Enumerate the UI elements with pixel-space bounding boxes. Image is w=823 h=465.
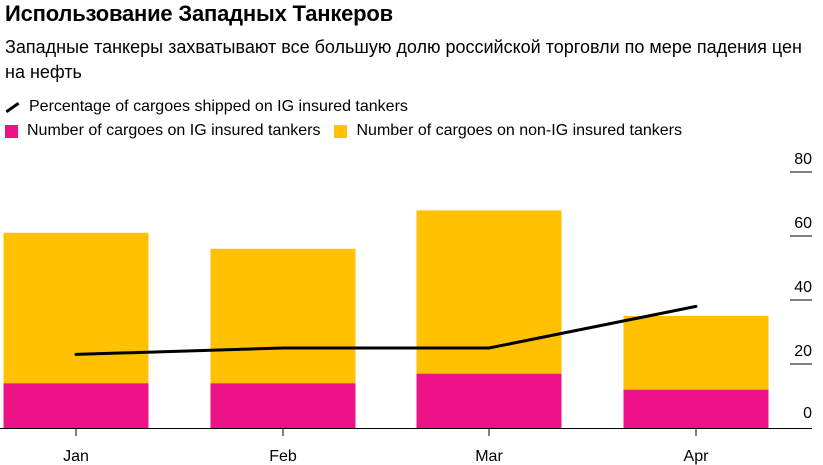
y-tick-label-80: 80 (794, 151, 812, 168)
x-tick-label-apr: Apr (684, 448, 710, 465)
x-tick-label-mar: Mar (475, 448, 503, 465)
bar-non-ig-apr (623, 316, 769, 390)
bar-ig-feb (210, 383, 356, 428)
y-tick-label-60: 60 (794, 215, 812, 232)
bar-non-ig-jan (3, 232, 149, 384)
bar-non-ig-feb (210, 248, 356, 384)
legend-swatch-ig (5, 124, 18, 138)
legend-label-ig: Number of cargoes on IG insured tankers (27, 122, 321, 139)
legend-item-ig: Number of cargoes on IG insured tankers (5, 122, 320, 140)
legend-row-2: Number of cargoes on IG insured tankers … (5, 121, 696, 141)
legend-item-percentage: Percentage of cargoes shipped on IG insu… (5, 98, 408, 116)
y-tick-label-0: 0 (803, 405, 812, 422)
line-percentage (74, 304, 698, 356)
legend-item-non-ig: Number of cargoes on non-IG insured tank… (334, 122, 682, 140)
bar-non-ig-mar (416, 210, 562, 374)
legend-label-percentage: Percentage of cargoes shipped on IG insu… (29, 98, 408, 115)
chart-subtitle: Западные танкеры захватывают все большую… (5, 37, 802, 82)
legend-label-non-ig: Number of cargoes on non-IG insured tank… (356, 122, 682, 139)
x-tick-label-jan: Jan (63, 448, 89, 465)
legend-row-1: Percentage of cargoes shipped on IG insu… (5, 97, 422, 117)
bar-ig-apr (623, 389, 769, 428)
y-tick-label-20: 20 (794, 343, 812, 360)
y-tick-label-40: 40 (794, 279, 812, 296)
legend-swatch-non-ig (334, 124, 348, 138)
chart-title: Использование Западных Танкеров (5, 1, 393, 26)
x-tick-label-feb: Feb (269, 448, 297, 465)
bar-ig-jan (3, 383, 149, 428)
bar-ig-mar (416, 373, 562, 428)
